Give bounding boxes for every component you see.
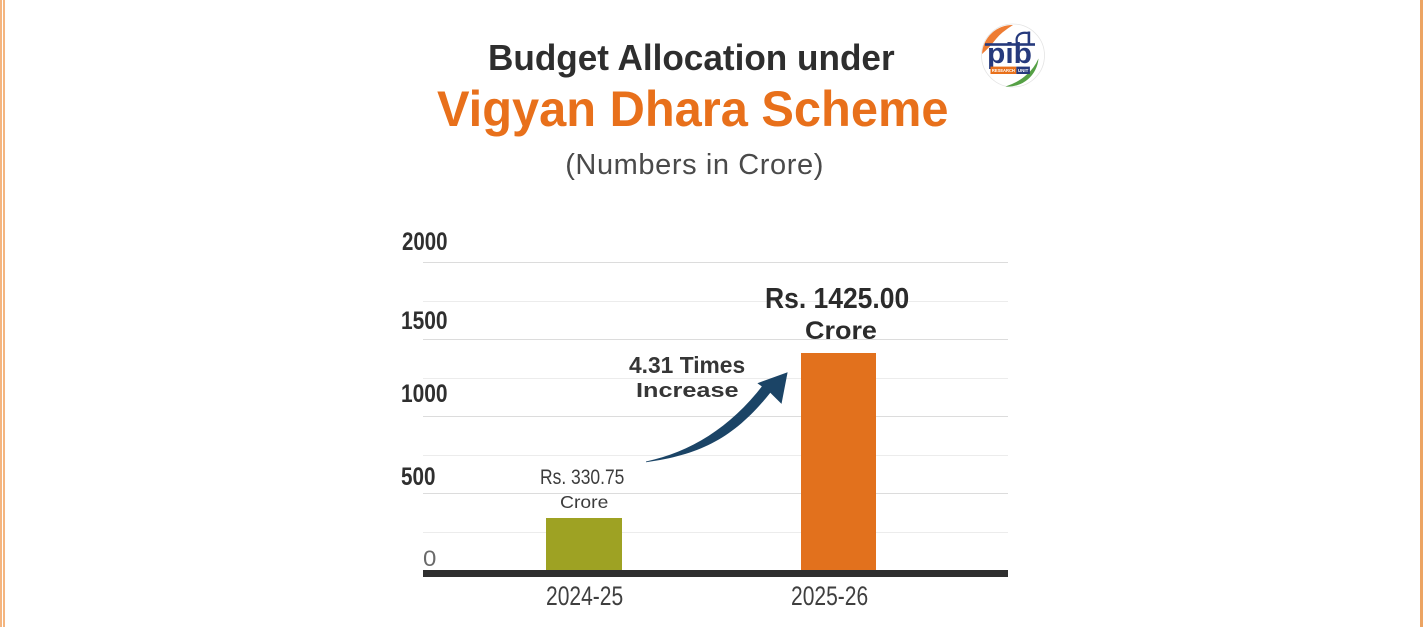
svg-text:pib: pib <box>987 38 1032 70</box>
svg-text:RESEARCH: RESEARCH <box>992 68 1015 73</box>
svg-text:UNIT: UNIT <box>1018 68 1029 73</box>
